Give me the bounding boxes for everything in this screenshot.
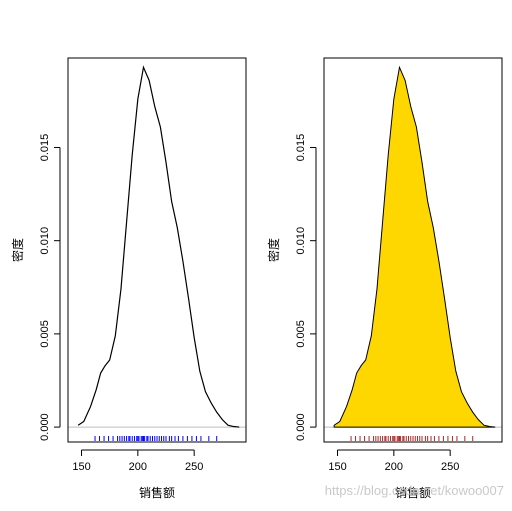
y-axis-title: 密度 xyxy=(266,238,281,262)
x-tick-label: 150 xyxy=(72,461,90,473)
watermark-text: https://blog.csdn.net/kowoo007 xyxy=(324,483,504,498)
y-tick-label: 0.005 xyxy=(295,320,307,348)
y-tick-label: 0.015 xyxy=(39,134,51,162)
x-tick-label: 150 xyxy=(328,461,346,473)
y-tick-label: 0.000 xyxy=(39,413,51,441)
plot-frame xyxy=(323,57,503,443)
x-axis-title: 销售额 xyxy=(395,485,431,500)
y-tick-label: 0.000 xyxy=(295,413,307,441)
x-tick-label: 200 xyxy=(385,461,403,473)
y-axis-title: 密度 xyxy=(10,238,25,262)
y-tick-label: 0.015 xyxy=(295,134,307,162)
density-area xyxy=(333,65,496,428)
density-panel-2: 150 200 250 0.000 0.005 0.010 0.015 销售额 密度 xyxy=(266,57,503,500)
density-line xyxy=(77,65,240,428)
y-tick-label: 0.010 xyxy=(39,227,51,255)
x-tick-label: 200 xyxy=(129,461,147,473)
x-tick-label: 250 xyxy=(441,461,459,473)
density-panel-1: 150 200 250 0.000 0.005 0.010 0.015 销售额 密度 xyxy=(10,57,247,500)
y-tick-label: 0.010 xyxy=(295,227,307,255)
plot-frame xyxy=(67,57,247,443)
x-axis-title: 销售额 xyxy=(139,485,175,500)
y-tick-label: 0.005 xyxy=(39,320,51,348)
x-tick-label: 250 xyxy=(185,461,203,473)
